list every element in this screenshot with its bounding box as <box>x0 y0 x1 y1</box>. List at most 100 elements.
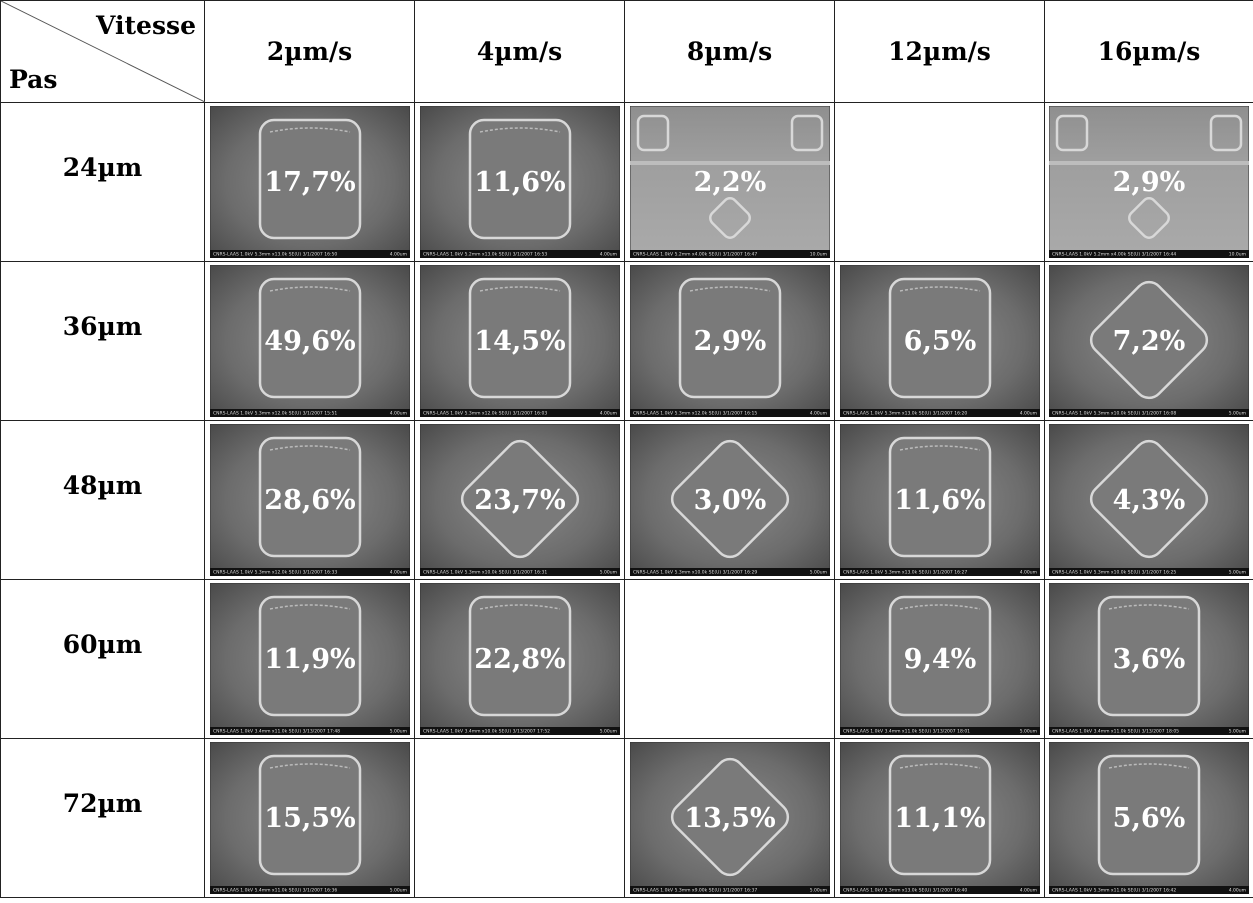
scale: 4.00um <box>1019 888 1036 894</box>
row-label: 48µm <box>0 420 205 580</box>
structure-edge <box>269 127 350 133</box>
percentage: 2,2% <box>693 167 766 198</box>
column-header: 2µm/s <box>204 0 415 103</box>
cell: CNRS-LAAS 1.0kV 5.3mm x10.0k SE(U) 3/1/2… <box>1044 261 1253 421</box>
caption-bar <box>419 250 620 258</box>
structure <box>1097 754 1201 876</box>
scale: 10.0um <box>1229 252 1246 258</box>
caption: CNRS-LAAS 1.0kV 5.3mm x13.0k SE(U) 3/1/2… <box>843 570 967 576</box>
structure <box>888 277 991 399</box>
caption-bar <box>1049 886 1249 894</box>
scale: 5.00um <box>389 729 406 735</box>
sem-image: CNRS-LAAS 1.0kV 5.3mm x12.0k SE(U) 3/1/2… <box>419 265 620 417</box>
band <box>1049 161 1249 165</box>
percentage: 9,4% <box>903 644 976 675</box>
cell: CNRS-LAAS 1.0kV 5.3mm x9.00k SE(U) 3/1/2… <box>624 738 835 898</box>
sem-image: CNRS-LAAS 1.0kV 5.3mm x13.0k SE(U) 3/1/2… <box>209 106 410 258</box>
structure-edge <box>269 286 350 292</box>
scale: 5.00um <box>1019 729 1036 735</box>
caption-bar <box>629 568 830 576</box>
sem-image: CNRS-LAAS 1.0kV 5.3mm x10.0k SE(U) 3/1/2… <box>1049 424 1249 576</box>
percentage: 3,0% <box>693 485 766 516</box>
structure-edge <box>1108 604 1190 610</box>
cell: CNRS-LAAS 1.0kV 5.3mm x12.0k SE(U) 3/1/2… <box>204 420 415 580</box>
caption: CNRS-LAAS 1.0kV 5.4mm x11.0k SE(U) 3/1/2… <box>213 888 337 894</box>
scale: 5.00um <box>599 570 616 576</box>
structure <box>708 197 751 239</box>
percentage: 6,5% <box>903 326 976 357</box>
structure-edge <box>269 763 350 769</box>
caption-bar <box>629 886 830 894</box>
caption: CNRS-LAAS 1.0kV 5.2mm x13.0k SE(U) 3/1/2… <box>423 252 547 258</box>
cell <box>834 102 1045 262</box>
structure <box>888 754 991 876</box>
caption: CNRS-LAAS 1.0kV 5.3mm x13.0k SE(U) 3/1/2… <box>843 888 967 894</box>
caption-bar <box>839 568 1040 576</box>
sem-image: CNRS-LAAS 1.0kV 5.3mm x9.00k SE(U) 3/1/2… <box>629 742 830 894</box>
percentage: 17,7% <box>264 167 355 198</box>
scale: 4.00um <box>389 570 406 576</box>
scale: 10.0um <box>809 252 826 258</box>
structure-edge <box>479 127 560 133</box>
sem-image: CNRS-LAAS 1.0kV 3.4mm x11.0k SE(U) 3/13/… <box>1049 583 1249 735</box>
structure-edge <box>269 604 350 610</box>
caption-bar <box>209 250 410 258</box>
caption: CNRS-LAAS 1.0kV 5.3mm x10.0k SE(U) 3/1/2… <box>633 570 757 576</box>
structure <box>258 595 361 717</box>
sem-image: CNRS-LAAS 1.0kV 3.4mm x11.0k SE(U) 3/13/… <box>209 583 410 735</box>
caption: CNRS-LAAS 1.0kV 3.4mm x10.0k SE(U) 3/13/… <box>423 729 550 735</box>
corner-cell: Vitesse Pas <box>0 0 205 103</box>
sem-image: CNRS-LAAS 1.0kV 5.3mm x13.0k SE(U) 3/1/2… <box>839 742 1040 894</box>
row-label: 60µm <box>0 579 205 739</box>
structure <box>888 436 991 558</box>
structure <box>460 439 579 559</box>
column-header: 4µm/s <box>414 0 625 103</box>
corner-bottom: Pas <box>9 65 58 94</box>
caption-bar <box>629 250 830 258</box>
caption: CNRS-LAAS 1.0kV 3.4mm x11.0k SE(U) 3/13/… <box>843 729 970 735</box>
scale: 5.00um <box>809 888 826 894</box>
structure <box>1097 595 1201 717</box>
structure <box>258 118 361 240</box>
percentage: 2,9% <box>693 326 766 357</box>
column-header: 16µm/s <box>1044 0 1253 103</box>
sem-image: CNRS-LAAS 1.0kV 3.4mm x10.0k SE(U) 3/13/… <box>419 583 620 735</box>
percentage: 28,6% <box>264 485 355 516</box>
row-label: 24µm <box>0 102 205 262</box>
percentage: 11,1% <box>894 803 985 834</box>
caption: CNRS-LAAS 1.0kV 5.3mm x12.0k SE(U) 3/1/2… <box>213 570 337 576</box>
sem-image: CNRS-LAAS 1.0kV 5.2mm x4.00k SE(U) 3/1/2… <box>1049 106 1249 258</box>
corner-top: Vitesse <box>96 11 196 40</box>
caption-bar <box>629 409 830 417</box>
structure-edge <box>479 604 560 610</box>
structure <box>888 595 991 717</box>
cell: CNRS-LAAS 1.0kV 5.3mm x10.0k SE(U) 3/1/2… <box>624 420 835 580</box>
scale: 4.00um <box>1229 888 1246 894</box>
caption-bar <box>1049 568 1249 576</box>
header-row: Vitesse Pas 2µm/s 4µm/s 8µm/s 12µm/s 16µm/s <box>0 0 1253 103</box>
sem-image: CNRS-LAAS 1.0kV 5.3mm x10.0k SE(U) 3/1/2… <box>1049 265 1249 417</box>
caption: CNRS-LAAS 1.0kV 5.3mm x13.0k SE(U) 3/1/2… <box>843 411 967 417</box>
column-header: 12µm/s <box>834 0 1045 103</box>
cell: CNRS-LAAS 1.0kV 5.3mm x10.0k SE(U) 3/1/2… <box>1044 420 1253 580</box>
row-label: 72µm <box>0 738 205 898</box>
row-label: 36µm <box>0 261 205 421</box>
caption: CNRS-LAAS 1.0kV 5.3mm x12.0k SE(U) 3/1/2… <box>213 411 337 417</box>
sem-image: CNRS-LAAS 1.0kV 5.3mm x11.0k SE(U) 3/1/2… <box>1049 742 1249 894</box>
sem-image: CNRS-LAAS 1.0kV 5.3mm x13.0k SE(U) 3/1/2… <box>839 424 1040 576</box>
caption-bar <box>839 886 1040 894</box>
structure <box>670 439 789 559</box>
sem-image: CNRS-LAAS 1.0kV 5.3mm x12.0k SE(U) 3/1/2… <box>209 265 410 417</box>
caption: CNRS-LAAS 1.0kV 5.2mm x4.00k SE(U) 3/1/2… <box>633 252 757 258</box>
structure <box>258 277 361 399</box>
cell: CNRS-LAAS 1.0kV 5.3mm x12.0k SE(U) 3/1/2… <box>414 261 625 421</box>
percentage: 15,5% <box>264 803 355 834</box>
column-header: 8µm/s <box>624 0 835 103</box>
percentage: 11,6% <box>474 167 565 198</box>
cell: CNRS-LAAS 1.0kV 5.3mm x13.0k SE(U) 3/1/2… <box>204 102 415 262</box>
percentage: 11,9% <box>264 644 355 675</box>
structure <box>1128 197 1170 239</box>
structure <box>258 436 361 558</box>
